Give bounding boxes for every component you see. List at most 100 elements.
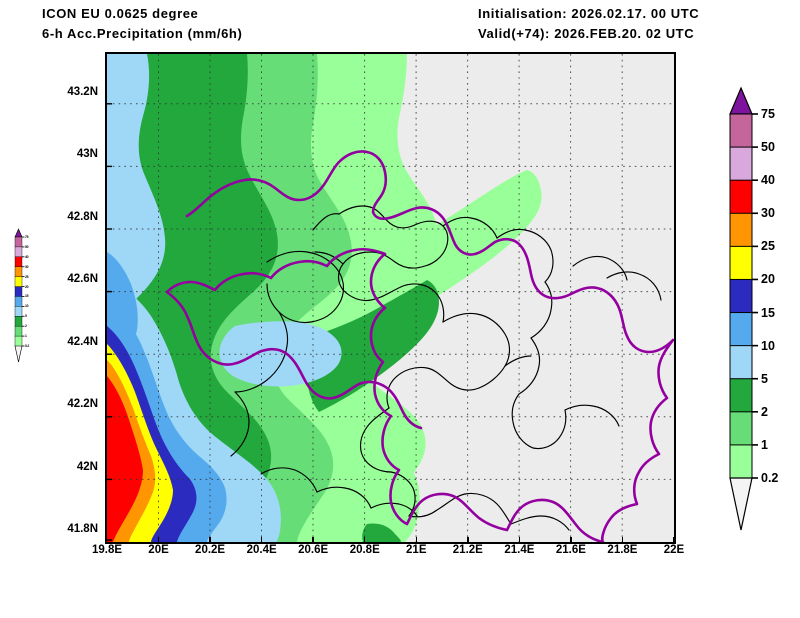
colorbar-mini-tick-label: 50 (25, 244, 29, 249)
colorbar-mini-swatch (14, 296, 23, 307)
colorbar-mini-swatch (14, 286, 23, 297)
y-axis-tick-label: 43N (76, 148, 98, 161)
colorbar-mini-tick-label: 10 (25, 304, 29, 309)
colorbar-mini-swatch (14, 335, 23, 347)
colorbar-swatch (729, 378, 753, 413)
x-axis-tick (518, 537, 521, 542)
colorbar-swatch (729, 278, 753, 314)
x-axis-tick (157, 537, 160, 542)
x-axis-tick (209, 537, 211, 542)
colorbar-mini-tick-label: 30 (25, 264, 29, 269)
colorbar-tick-label: 1 (761, 437, 768, 452)
colorbar-mini-tick-label: 0.2 (25, 344, 30, 348)
colorbar-tick-label: 30 (761, 206, 775, 221)
x-axis-tick (467, 537, 469, 542)
x-axis-tick (364, 537, 366, 542)
y-axis-tick-label: 43.2N (67, 85, 98, 98)
colorbar-tick-label: 2 (761, 404, 768, 419)
colorbar-swatch (729, 345, 753, 380)
contour-band-30 (107, 376, 143, 542)
colorbar-mini-tick-label: 40 (25, 254, 29, 259)
colorbar-tick-label: 40 (761, 173, 775, 188)
colorbar-mini-swatch (14, 246, 23, 258)
header-initialisation: Initialisation: 2026.02.17. 00 UTC (478, 6, 700, 21)
x-axis-tick-label: 20E (148, 544, 169, 556)
colorbar-swatch (729, 146, 753, 182)
colorbar-mini-over-arrow (14, 228, 23, 238)
colorbar-legend: 75 50 40 30 25 20 15 10 5 2 1 0.2 (722, 86, 792, 536)
colorbar-tick-label: 15 (761, 305, 775, 320)
colorbar-tick-label: 5 (761, 371, 768, 386)
contour-band-5-valley (219, 321, 342, 387)
y-axis-tick-label: 42.8N (67, 210, 98, 223)
colorbar-mini-tick-label: 25 (25, 274, 29, 279)
country-border-kosovo (165, 150, 674, 542)
country-border-kosovo-west (165, 290, 423, 430)
colorbar-swatches (729, 86, 758, 531)
colorbar-mini-tick-label: 5 (25, 314, 27, 319)
x-axis-tick-label: 20.6E (298, 544, 329, 556)
colorbar-mini-swatch (14, 256, 23, 268)
colorbar-tick-label: 0.2 (761, 471, 779, 485)
y-axis-tick-label: 42.2N (67, 398, 98, 411)
colorbar-mini-tick-label: 15 (25, 294, 29, 299)
colorbar-mini-under-arrow (14, 345, 23, 363)
colorbar-swatch (729, 312, 753, 347)
x-axis-tick (673, 537, 675, 542)
colorbar-mini-swatch (14, 276, 23, 288)
x-axis-tick-label: 19.8E (91, 544, 123, 556)
x-axis-tick (570, 537, 572, 542)
header-field-title: 6-h Acc.Precipitation (mm/6h) (42, 26, 243, 41)
x-axis-tick (260, 537, 263, 542)
colorbar-tick-label: 25 (761, 239, 775, 254)
colorbar-tick-label: 75 (761, 107, 775, 121)
precipitation-map-panel (105, 52, 676, 544)
colorbar-mini-tick-label: 20 (25, 284, 29, 289)
colorbar-tick-label: 20 (761, 272, 775, 287)
y-axis-tick-label: 42.4N (67, 335, 98, 348)
colorbar-mini-tick-label: 75 (25, 235, 29, 239)
colorbar-mini-swatch (14, 266, 23, 278)
precipitation-contour-field (107, 54, 674, 542)
map-frame-ticks (107, 103, 112, 541)
y-axis-tick-label: 42N (76, 460, 98, 473)
colorbar-mini-swatch (14, 236, 23, 248)
y-axis-tick-label: 42.6N (67, 273, 98, 286)
colorbar-under-arrow (729, 477, 753, 531)
x-axis-tick-label: 21.6E (555, 544, 586, 556)
x-axis-tick (415, 537, 417, 542)
header-model-title: ICON EU 0.0625 degree (42, 6, 199, 21)
colorbar-mini-swatch (14, 306, 23, 317)
admin-boundaries (230, 205, 662, 531)
header-valid-time: Valid(+74): 2026.FEB.20. 02 UTC (478, 26, 695, 41)
x-axis-tick-label: 21.8E (607, 544, 638, 556)
x-axis-tick (312, 537, 314, 542)
x-axis-tick-label: 20.8E (349, 544, 380, 556)
colorbar-mini-swatch (14, 325, 23, 337)
colorbar-mini-swatches (14, 228, 25, 363)
x-axis-tick-label: 21E (406, 544, 427, 556)
map-gridlines (107, 54, 674, 542)
colorbar-tick-label: 10 (761, 338, 775, 353)
colorbar-mini-tick-label: 1 (25, 334, 27, 339)
x-axis-tick-label: 20.4E (246, 544, 277, 556)
x-axis-tick-label: 20.2E (195, 544, 226, 556)
x-axis-tick-label: 22E (663, 544, 685, 556)
contour-band-2-patch-south (362, 523, 401, 542)
x-axis-tick-label: 21.4E (504, 544, 535, 556)
colorbar-swatch (729, 212, 753, 248)
x-axis-tick-label: 21.2E (452, 544, 483, 556)
colorbar-swatch (729, 179, 753, 215)
colorbar-tick-label: 50 (761, 140, 775, 155)
colorbar-over-arrow (729, 86, 753, 115)
colorbar-swatch (729, 245, 753, 281)
colorbar-mini-swatch (14, 316, 23, 327)
contour-band-0p2-ne-tongue (279, 170, 542, 372)
colorbar-legend-mini: 75 50 40 30 25 20 15 10 5 2 1 0.2 (8, 228, 40, 368)
colorbar-swatch (729, 411, 753, 446)
x-axis-tick (621, 537, 624, 542)
colorbar-swatch (729, 113, 753, 148)
colorbar-swatch (729, 444, 753, 479)
y-axis-tick-label: 41.8N (67, 523, 98, 536)
